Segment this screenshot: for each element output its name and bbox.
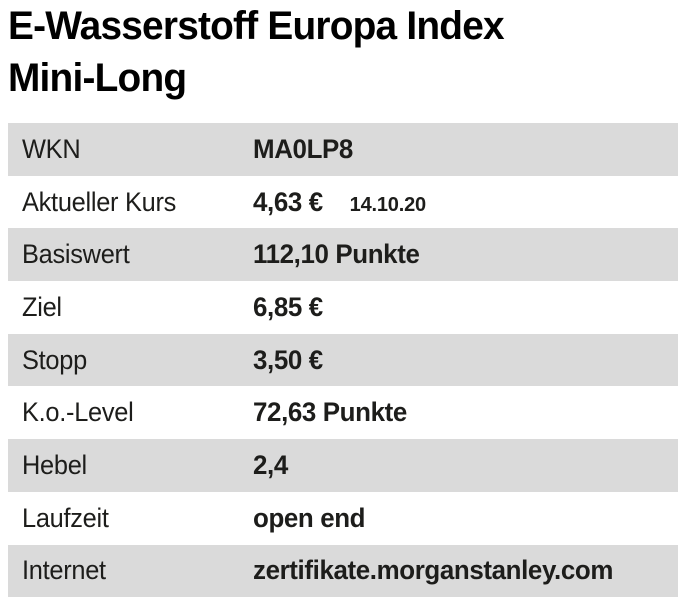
- row-label: K.o.-Level: [22, 397, 134, 428]
- row-value: open end: [253, 502, 366, 533]
- row-value: 2,4: [253, 449, 288, 480]
- price-date: 14.10.20: [349, 193, 426, 216]
- row-label: WKN: [22, 133, 81, 164]
- title-line-1: E-Wasserstoff Europa Index: [8, 4, 505, 48]
- row-value: 72,63 Punkte: [253, 397, 407, 428]
- row-value: 112,10 Punkte: [253, 239, 420, 270]
- table-row-ko-level: K.o.-Level 72,63 Punkte: [8, 386, 678, 440]
- page-title: E-Wasserstoff Europa Index Mini-Long: [8, 0, 519, 104]
- row-label: Laufzeit: [22, 502, 109, 533]
- title-line-2: Mini-Long: [8, 56, 187, 100]
- row-value-group: 4,63 € 14.10.20: [253, 187, 426, 218]
- table-row-aktueller-kurs: Aktueller Kurs 4,63 € 14.10.20: [8, 175, 678, 229]
- table-row-hebel: Hebel 2,4: [8, 439, 678, 492]
- row-label: Stopp: [22, 344, 87, 375]
- table-row-stopp: Stopp 3,50 €: [8, 333, 678, 387]
- table-row-internet: Internet zertifikate.morganstanley.com: [8, 544, 678, 598]
- table-row-wkn: WKN MA0LP8: [8, 123, 678, 176]
- row-label: Aktueller Kurs: [22, 186, 177, 217]
- product-data-table: WKN MA0LP8 Aktueller Kurs 4,63 € 14.10.2…: [8, 123, 678, 598]
- row-label: Basiswert: [22, 239, 130, 270]
- table-row-ziel: Ziel 6,85 €: [8, 281, 678, 334]
- row-label: Ziel: [22, 291, 62, 322]
- table-row-basiswert: Basiswert 112,10 Punkte: [8, 228, 678, 282]
- row-value: 4,63 €: [253, 186, 323, 217]
- row-label: Internet: [22, 555, 106, 586]
- table-row-laufzeit: Laufzeit open end: [8, 491, 678, 545]
- row-value-url: zertifikate.morganstanley.com: [253, 555, 614, 586]
- row-value: 3,50 €: [253, 344, 323, 375]
- row-label: Hebel: [22, 449, 87, 480]
- row-value: MA0LP8: [253, 133, 353, 164]
- row-value: 6,85 €: [253, 291, 323, 322]
